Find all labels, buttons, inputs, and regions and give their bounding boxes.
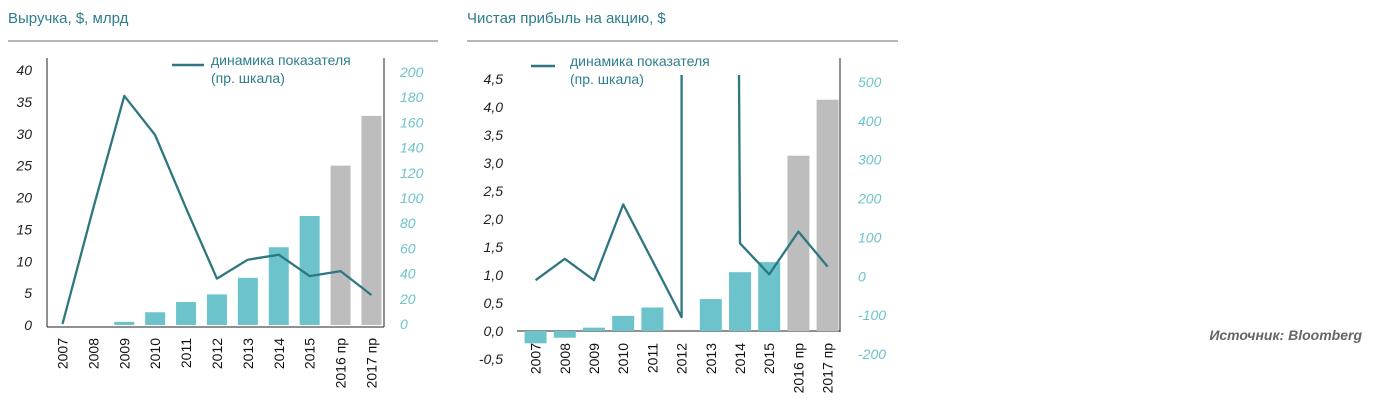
revenue-category-label: 2007 <box>54 338 70 369</box>
eps-category-label: 2017 пр <box>820 343 836 394</box>
eps-bar-2017-пр <box>816 99 839 331</box>
revenue-category-label: 2017 пр <box>363 338 379 389</box>
revenue-right-tick: 40 <box>400 266 416 282</box>
revenue-bar-2013 <box>237 277 258 325</box>
eps-left-tick: 0,0 <box>484 323 504 339</box>
revenue-category-label: 2016 пр <box>333 338 349 389</box>
eps-bar-2015 <box>758 262 781 331</box>
revenue-left-tick: 5 <box>24 285 32 301</box>
revenue-legend-label-line2: (пр. шкала) <box>211 70 285 86</box>
revenue-chart: Выручка, $, млрд 0 5 10 15 20 25 30 35 40 0 20 40 6… <box>8 10 438 388</box>
eps-category-label: 2014 <box>732 343 748 374</box>
eps-right-tick: 0 <box>858 268 866 284</box>
eps-bar-2016-пр <box>787 155 810 331</box>
eps-left-tick: 2,5 <box>483 183 504 199</box>
eps-left-tick: 3,0 <box>484 155 504 171</box>
eps-bar-2013 <box>699 299 722 331</box>
eps-left-tick: 3,5 <box>484 127 504 143</box>
eps-category-label: 2012 <box>674 343 690 374</box>
eps-left-tick: 2,0 <box>483 211 504 227</box>
revenue-legend-label-line1: динамика показателя <box>211 52 351 68</box>
revenue-bar-2010 <box>145 312 166 325</box>
eps-left-tick: 1,5 <box>484 239 504 255</box>
revenue-left-tick: 40 <box>16 62 32 78</box>
eps-left-tick: -0,5 <box>479 351 503 367</box>
eps-category-label: 2010 <box>615 343 631 374</box>
eps-bar-2009 <box>583 327 605 331</box>
revenue-right-tick: 0 <box>400 316 408 332</box>
revenue-left-tick: 15 <box>16 221 32 237</box>
revenue-right-tick: 140 <box>400 140 424 156</box>
revenue-category-label: 2009 <box>116 338 132 369</box>
revenue-right-tick: 120 <box>400 165 424 181</box>
eps-dynamics-line-0 <box>534 75 683 319</box>
eps-legend-label-line2: (пр. шкала) <box>570 71 644 87</box>
eps-chart-title: Чистая прибыль на акцию, $ <box>467 10 666 27</box>
revenue-category-label: 2011 <box>178 338 194 368</box>
revenue-category-label: 2010 <box>147 338 163 369</box>
revenue-right-tick: 20 <box>399 291 416 307</box>
eps-left-tick: 1,0 <box>484 267 504 283</box>
eps-category-label: 2015 <box>761 343 777 374</box>
revenue-right-tick: 80 <box>400 215 416 231</box>
revenue-bar-2017-пр <box>361 115 382 326</box>
eps-left-tick: 4,5 <box>484 71 504 87</box>
eps-right-tick: -200 <box>858 346 886 362</box>
eps-category-label: 2008 <box>557 343 573 374</box>
revenue-left-tick: 20 <box>15 190 32 206</box>
revenue-bar-2016-пр <box>330 165 351 325</box>
revenue-left-tick: 10 <box>16 253 32 269</box>
eps-left-tick: 4,0 <box>484 99 504 115</box>
eps-category-label: 2016 пр <box>790 343 806 394</box>
revenue-bar-2015 <box>299 215 320 325</box>
eps-category-label: 2007 <box>528 343 544 374</box>
revenue-category-label: 2012 <box>209 338 225 369</box>
eps-right-tick: 500 <box>858 74 882 90</box>
revenue-right-tick: 180 <box>400 89 424 105</box>
revenue-right-tick: 60 <box>400 240 416 256</box>
revenue-left-tick: 30 <box>16 126 32 142</box>
source-note: Источник: Bloomberg <box>1209 327 1362 343</box>
eps-category-label: 2009 <box>586 343 602 374</box>
revenue-category-label: 2013 <box>240 338 256 369</box>
eps-category-label: 2011 <box>644 343 660 373</box>
eps-category-label: 2013 <box>703 343 719 374</box>
revenue-left-tick: 35 <box>16 94 32 110</box>
revenue-left-tick: 0 <box>24 317 32 333</box>
revenue-dynamics-line-0 <box>61 94 373 325</box>
revenue-right-tick: 200 <box>399 64 424 80</box>
eps-right-tick: -100 <box>858 307 886 323</box>
revenue-bar-2014 <box>268 247 289 325</box>
revenue-bar-2009 <box>114 321 135 325</box>
eps-bar-2011 <box>641 307 664 331</box>
eps-right-tick: 400 <box>858 113 882 129</box>
eps-bar-2008 <box>553 331 576 338</box>
revenue-bar-2012 <box>206 294 227 325</box>
eps-chart: Чистая прибыль на акцию, $ -0,5 0,0 0,5 1,0… <box>467 10 898 393</box>
eps-right-tick: 100 <box>858 229 882 245</box>
revenue-right-tick: 160 <box>400 114 424 130</box>
revenue-category-label: 2014 <box>271 338 287 369</box>
eps-legend-label-line1: динамика показателя <box>570 53 710 69</box>
eps-dynamics-line-1 <box>737 74 829 276</box>
eps-bar-2010 <box>612 315 635 331</box>
eps-right-tick: 300 <box>858 152 882 168</box>
revenue-chart-title: Выручка, $, млрд <box>8 10 129 27</box>
eps-bar-2014 <box>729 272 751 331</box>
revenue-bar-2011 <box>176 302 197 325</box>
revenue-left-tick: 25 <box>15 158 32 174</box>
revenue-category-label: 2015 <box>302 338 318 369</box>
eps-bar-2007 <box>524 331 547 344</box>
eps-right-tick: 200 <box>857 191 882 207</box>
eps-left-tick: 0,5 <box>484 295 504 311</box>
revenue-category-label: 2008 <box>85 338 101 369</box>
revenue-right-tick: 100 <box>400 190 424 206</box>
